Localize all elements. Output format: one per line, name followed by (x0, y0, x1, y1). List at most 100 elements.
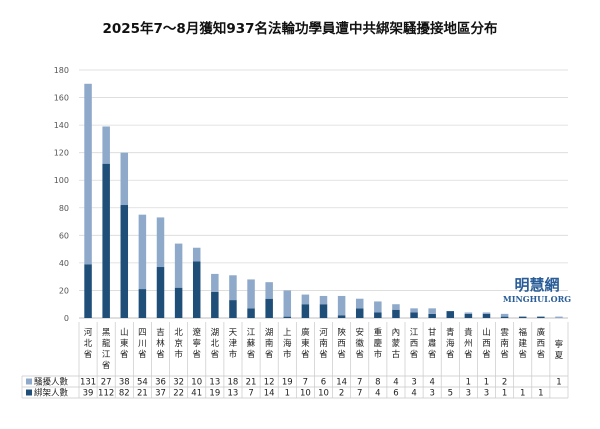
table-cell: 1 (466, 378, 471, 388)
table-cell: 19 (282, 378, 293, 388)
table-cell: 4 (375, 389, 380, 399)
y-tick-label: 100 (54, 176, 69, 185)
category-label: 黑龍江省 (102, 328, 111, 371)
minghui-watermark: 明慧網 MINGHUI.ORG (503, 276, 571, 304)
bar-harassed (482, 312, 491, 314)
bar-harassed (319, 295, 328, 305)
category-label: 廣東省 (301, 327, 310, 360)
bar-kidnapped (355, 308, 364, 318)
table-cell: 7 (303, 378, 308, 388)
table-cell: 12 (264, 378, 275, 388)
category-label: 寧夏 (555, 339, 564, 361)
table-cell: 18 (228, 378, 239, 388)
bar-kidnapped (301, 304, 310, 318)
bar-kidnapped (464, 313, 473, 318)
table-cell: 41 (191, 389, 202, 399)
table-cell: 3 (411, 378, 416, 388)
bar-kidnapped (156, 267, 165, 318)
bar-harassed (102, 126, 110, 164)
bar-harassed (84, 83, 92, 265)
bar-kidnapped (247, 308, 255, 318)
category-label: 山西省 (482, 327, 491, 360)
bar-kidnapped (518, 316, 527, 318)
bar-kidnapped (392, 309, 400, 318)
table-cell: 1 (484, 378, 489, 388)
category-label: 重慶市 (374, 327, 383, 360)
table-cell: 112 (98, 389, 114, 399)
table-cell: 37 (155, 389, 166, 399)
table-cell: 3 (484, 389, 489, 399)
table-cell: 7 (357, 378, 362, 388)
table-cell: 39 (83, 389, 94, 399)
category-label: 北京市 (174, 328, 183, 360)
legend-label-harassed: 騷擾人數 (34, 377, 69, 388)
bar-harassed (301, 294, 310, 305)
bar-harassed (283, 290, 292, 317)
bar-harassed (428, 308, 436, 314)
category-label: 河北省 (84, 327, 93, 360)
category-label: 天津市 (229, 328, 238, 360)
bar-harassed (156, 217, 165, 268)
y-tick-label: 40 (59, 259, 69, 268)
table-cell: 19 (209, 389, 220, 399)
y-tick-label: 60 (59, 231, 69, 240)
table-cell: 3 (466, 389, 471, 399)
bar-harassed (265, 282, 273, 299)
category-label: 雲南省 (500, 328, 509, 360)
category-label: 內蒙古 (392, 328, 401, 360)
table-cell: 4 (429, 378, 434, 388)
table-cell: 1 (538, 389, 543, 399)
category-label: 吉林省 (156, 328, 165, 360)
y-tick-label: 20 (59, 286, 69, 295)
table-cell: 1 (502, 389, 507, 399)
bar-kidnapped (537, 316, 545, 318)
category-label: 青海省 (446, 327, 455, 360)
bar-harassed (337, 295, 346, 316)
y-tick-label: 80 (59, 204, 69, 213)
table-cell: 2 (339, 389, 344, 399)
bar-kidnapped (174, 287, 183, 318)
table-cell: 3 (429, 389, 434, 399)
bar-harassed (211, 273, 219, 292)
table-cell: 7 (357, 389, 362, 399)
bar-kidnapped (192, 261, 201, 318)
bar-kidnapped (102, 163, 110, 318)
table-cell: 10 (300, 389, 311, 399)
bar-harassed (192, 247, 201, 262)
category-label: 安徽省 (355, 327, 364, 360)
legend-label-kidnapped: 綁架人數 (34, 388, 69, 399)
y-tick-label: 120 (54, 149, 69, 158)
category-label: 遼寧省 (192, 327, 201, 360)
bar-kidnapped (229, 300, 237, 318)
bar-kidnapped (283, 316, 292, 318)
bar-harassed (138, 214, 147, 290)
table-cell: 131 (80, 378, 96, 388)
bar-harassed (555, 316, 563, 318)
category-label: 上海市 (283, 328, 292, 360)
bar-kidnapped (446, 311, 455, 318)
table-cell: 1 (285, 389, 290, 399)
bar-harassed (500, 313, 509, 317)
table-cell: 54 (137, 378, 148, 388)
table-cell: 4 (393, 378, 398, 388)
bar-harassed (229, 275, 237, 301)
category-label: 湖北省 (211, 328, 220, 360)
table-cell: 5 (448, 389, 453, 399)
table-cell: 14 (264, 389, 275, 399)
bar-kidnapped (374, 312, 382, 318)
bar-harassed (374, 301, 382, 313)
category-label: 江西省 (410, 328, 419, 360)
y-tick-label: 0 (64, 314, 69, 323)
watermark-cn: 明慧網 (514, 276, 559, 294)
table-cell: 2 (502, 378, 507, 388)
category-label: 河南省 (319, 327, 328, 360)
category-label: 貴州省 (464, 327, 473, 360)
category-label: 江蘇省 (247, 328, 256, 360)
bar-kidnapped (138, 289, 147, 318)
category-label: 四川省 (138, 328, 147, 360)
category-label: 陝西省 (337, 327, 346, 360)
table-cell: 10 (191, 378, 202, 388)
bar-kidnapped (84, 264, 92, 318)
table-cell: 13 (228, 389, 239, 399)
